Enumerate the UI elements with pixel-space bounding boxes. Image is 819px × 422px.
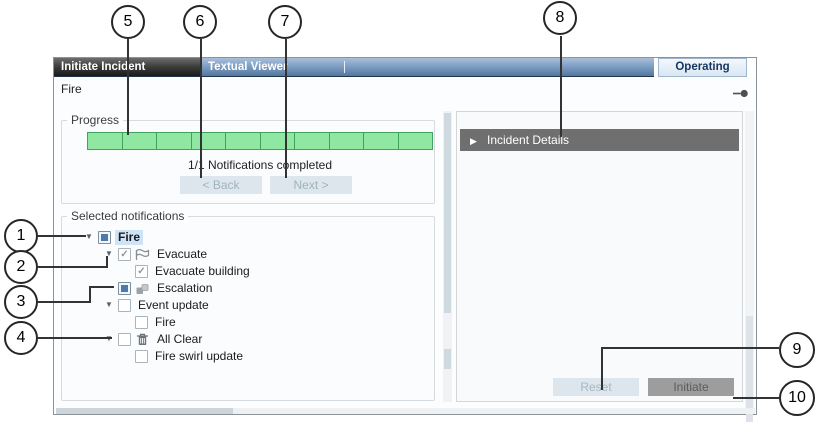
progress-segment [259, 132, 295, 150]
selected-notifications-groupbox: Selected notifications [61, 209, 435, 401]
callout-8: 8 [543, 1, 577, 35]
tree-item-label: Fire [155, 314, 176, 329]
progress-segment [87, 132, 123, 150]
scrollbar-thumb[interactable] [56, 408, 233, 414]
tree-item-escalation[interactable]: ▼Escalation [104, 280, 215, 296]
titlebar-separator [344, 61, 345, 73]
unchecked-checkbox[interactable] [135, 315, 148, 329]
callout-6: 6 [183, 5, 217, 39]
callout-line-5 [127, 39, 129, 135]
scrollbar-thumb[interactable] [444, 113, 451, 313]
callout-line-4 [38, 337, 112, 339]
tree-item-evacuate-building[interactable]: ▼✓Evacuate building [121, 263, 253, 279]
callout-3: 3 [4, 285, 38, 319]
incident-name-label: Fire [61, 82, 82, 96]
right-panel-scrollbar[interactable] [745, 111, 754, 422]
tree-item-label: Fire [115, 229, 144, 245]
progress-segment [156, 132, 192, 150]
expander-icon[interactable]: ▼ [105, 249, 113, 258]
callout-line-7 [285, 39, 287, 178]
callout-5: 5 [111, 5, 145, 39]
callout-line-1 [38, 235, 86, 237]
progress-segment [190, 132, 226, 150]
progress-group-label: Progress [67, 113, 124, 127]
unchecked-checkbox[interactable] [118, 332, 131, 346]
callout-line-3 [38, 301, 91, 303]
expander-icon[interactable]: ▼ [104, 331, 114, 347]
tree-item-label: All Clear [157, 331, 203, 346]
selected-notifications-group-label: Selected notifications [67, 209, 189, 223]
incident-details-panel: ▶ Incident Details [456, 111, 743, 402]
horizontal-scrollbar[interactable] [56, 408, 755, 414]
unchecked-checkbox[interactable] [118, 298, 131, 312]
expand-right-icon: ▶ [470, 136, 477, 146]
progress-groupbox: Progress 1/1 Notifications completed < B… [61, 113, 435, 204]
next-button[interactable]: Next > [270, 176, 352, 194]
tab-textual-viewer-label: Textual Viewer [208, 61, 288, 73]
expander-icon[interactable]: ▼ [85, 232, 93, 241]
mixed-checkbox[interactable] [118, 281, 131, 295]
left-panel-scrollbar[interactable] [443, 111, 452, 402]
tree-item-label: Fire swirl update [155, 348, 244, 363]
progress-status-text: 1/1 Notifications completed [187, 158, 333, 172]
pin-icon[interactable] [733, 89, 749, 98]
tab-textual-viewer[interactable]: Textual Viewer [201, 58, 654, 77]
callout-2: 2 [4, 250, 38, 284]
escalation-icon [135, 281, 150, 295]
progress-segment [363, 132, 399, 150]
tree-item-event-update[interactable]: ▼ Event update [104, 297, 212, 313]
callout-line-9 [601, 347, 603, 390]
callout-line-10 [733, 397, 779, 399]
tree-item-label: Escalation [157, 280, 213, 295]
callout-7: 7 [268, 5, 302, 39]
progress-bar [87, 132, 433, 150]
callout-line-9 [601, 347, 779, 349]
expander-icon[interactable]: ▼ [105, 300, 113, 309]
callout-10: 10 [779, 380, 815, 416]
tab-operating[interactable]: Operating [658, 58, 747, 77]
checked-checkbox[interactable]: ✓ [118, 247, 131, 261]
tree-item-fire-swirl-update[interactable]: ▼Fire swirl update [121, 348, 246, 364]
unchecked-checkbox[interactable] [135, 349, 148, 363]
callout-line-3 [89, 286, 114, 288]
tree-item-evacuate[interactable]: ▼ ✓ Evacuate [104, 246, 210, 262]
reset-button[interactable]: Reset [553, 378, 639, 396]
callout-1: 1 [4, 219, 38, 253]
callout-line-6 [200, 39, 202, 178]
initiate-button[interactable]: Initiate [648, 378, 734, 396]
tree-item-fire[interactable]: ▼Fire [121, 314, 179, 330]
progress-segment [294, 132, 330, 150]
progress-segment [328, 132, 364, 150]
callout-4: 4 [4, 321, 38, 355]
incident-window: Initiate Incident Textual Viewer Operati… [53, 57, 757, 422]
all-clear-bin-icon [135, 332, 150, 346]
back-button[interactable]: < Back [180, 176, 262, 194]
scrollbar-thumb[interactable] [444, 349, 451, 369]
evacuate-flag-icon [135, 247, 150, 261]
callout-line-2 [38, 266, 108, 268]
titlebar: Initiate Incident Textual Viewer Operati… [54, 58, 756, 77]
checked-checkbox[interactable]: ✓ [135, 264, 148, 278]
mixed-checkbox[interactable] [98, 230, 111, 244]
tree-item-label: Evacuate [157, 246, 208, 261]
callout-line-8 [560, 36, 562, 137]
scrollbar-thumb[interactable] [746, 316, 753, 422]
tree-item-fire[interactable]: ▼ Fire [84, 229, 144, 245]
tree-item-label: Event update [138, 297, 209, 312]
callout-9: 9 [779, 332, 815, 368]
callout-line-3 [89, 287, 91, 303]
tree-item-label: Evacuate building [155, 263, 250, 278]
incident-details-header[interactable]: ▶ Incident Details [460, 129, 739, 151]
progress-segment [397, 132, 433, 150]
progress-segment [225, 132, 261, 150]
tree-item-all-clear[interactable]: ▼ All Clear [104, 331, 205, 347]
incident-details-header-label: Incident Details [487, 133, 570, 147]
callout-line-2 [106, 256, 108, 268]
